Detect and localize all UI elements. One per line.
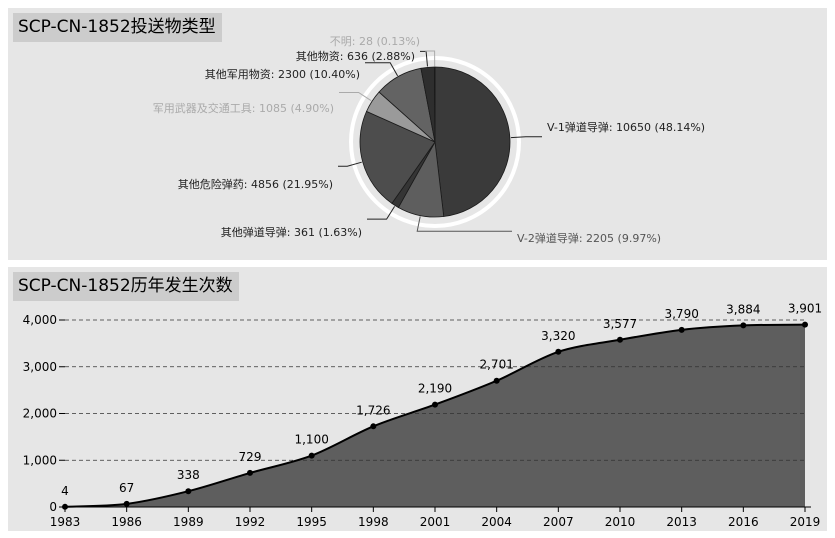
data-point bbox=[62, 503, 68, 510]
data-label: 3,320 bbox=[541, 329, 575, 343]
pie-chart: V-1弹道导弹: 10650 (48.14%) V-2弹道导弹: 2205 (9.… bbox=[153, 35, 705, 245]
data-point bbox=[555, 348, 562, 355]
pie-slice bbox=[433, 66, 436, 143]
data-label: 2,701 bbox=[479, 358, 513, 372]
pie-leader-line bbox=[416, 216, 512, 232]
data-label: 1,100 bbox=[294, 433, 328, 447]
x-tick-label: 1986 bbox=[111, 515, 142, 529]
data-point bbox=[123, 500, 130, 507]
data-label: 2,190 bbox=[418, 382, 452, 396]
data-label: 729 bbox=[239, 450, 262, 464]
x-tick-label: 1989 bbox=[173, 515, 204, 529]
data-point bbox=[308, 452, 315, 459]
data-point bbox=[247, 469, 253, 476]
data-point bbox=[617, 336, 623, 343]
data-point bbox=[370, 423, 377, 430]
x-tick-label: 2013 bbox=[666, 515, 697, 529]
data-label: 1,726 bbox=[356, 403, 390, 417]
area-fill bbox=[65, 324, 805, 507]
area-chart: 0 1,000 2,000 3,000 4,000 1983 1986 1989 1992 199… bbox=[23, 302, 823, 529]
data-point bbox=[740, 322, 747, 329]
area-panel: SCP-CN-1852历年发生次数 0 1,000 2,000 3,000 4,000 1… bbox=[8, 267, 827, 531]
data-label: 3,790 bbox=[664, 307, 698, 321]
data-point bbox=[802, 321, 808, 328]
y-tick-label: 0 bbox=[49, 500, 57, 514]
pie-slice-label: 其他物资: 636 (2.88%) bbox=[296, 49, 415, 63]
pie-slice-label: 军用武器及交通工具: 1085 (4.90%) bbox=[153, 101, 334, 115]
x-tick-label: 2019 bbox=[790, 515, 821, 529]
pie-chart-title: SCP-CN-1852投送物类型 bbox=[13, 13, 222, 42]
x-tick-label: 2004 bbox=[481, 515, 512, 529]
pie-slice-label: 其他军用物资: 2300 (10.40%) bbox=[205, 67, 360, 81]
pie-leader-line bbox=[510, 136, 542, 139]
pie-slice-label: 其他危险弹药: 4856 (21.95%) bbox=[178, 177, 333, 191]
y-tick-label: 4,000 bbox=[23, 313, 57, 327]
pie-slice bbox=[359, 110, 436, 204]
pie-leader-line bbox=[367, 206, 396, 220]
x-tick-label: 2010 bbox=[605, 515, 636, 529]
pie-slice-label: 其他弹道导弹: 361 (1.63%) bbox=[221, 225, 362, 239]
data-point bbox=[493, 377, 500, 384]
x-tick-label: 1998 bbox=[358, 515, 389, 529]
pie-slice bbox=[434, 66, 511, 217]
x-tick-label: 2001 bbox=[420, 515, 451, 529]
y-tick-label: 2,000 bbox=[23, 407, 57, 421]
data-label: 3,577 bbox=[603, 317, 637, 331]
pie-slice-label: 不明: 28 (0.13%) bbox=[330, 35, 420, 48]
pie-slice-label: V-2弹道导弹: 2205 (9.97%) bbox=[517, 231, 661, 245]
area-chart-title: SCP-CN-1852历年发生次数 bbox=[13, 272, 239, 301]
data-point bbox=[185, 488, 192, 495]
x-tick-label: 2016 bbox=[728, 515, 759, 529]
pie-slice-label: V-1弹道导弹: 10650 (48.14%) bbox=[547, 120, 705, 134]
data-point bbox=[678, 326, 685, 333]
pie-panel: SCP-CN-1852投送物类型 V-1弹道导弹: 10650 (48.14%)… bbox=[8, 8, 827, 260]
y-tick-label: 3,000 bbox=[23, 360, 57, 374]
data-label: 338 bbox=[177, 468, 200, 482]
data-point bbox=[432, 401, 438, 408]
data-label: 67 bbox=[119, 481, 134, 495]
data-label: 3,901 bbox=[788, 302, 822, 316]
x-tick-label: 1992 bbox=[235, 515, 266, 529]
x-tick-label: 1983 bbox=[50, 515, 81, 529]
x-tick-label: 1995 bbox=[296, 515, 327, 529]
data-label: 3,884 bbox=[726, 302, 760, 316]
x-tick-label: 2007 bbox=[543, 515, 574, 529]
pie-leader-line bbox=[339, 92, 372, 102]
pie-leader-line bbox=[365, 62, 399, 77]
pie-leader-line bbox=[338, 161, 362, 167]
y-tick-label: 1,000 bbox=[23, 453, 57, 467]
pie-leader-line bbox=[425, 50, 436, 67]
data-label: 4 bbox=[61, 484, 69, 498]
